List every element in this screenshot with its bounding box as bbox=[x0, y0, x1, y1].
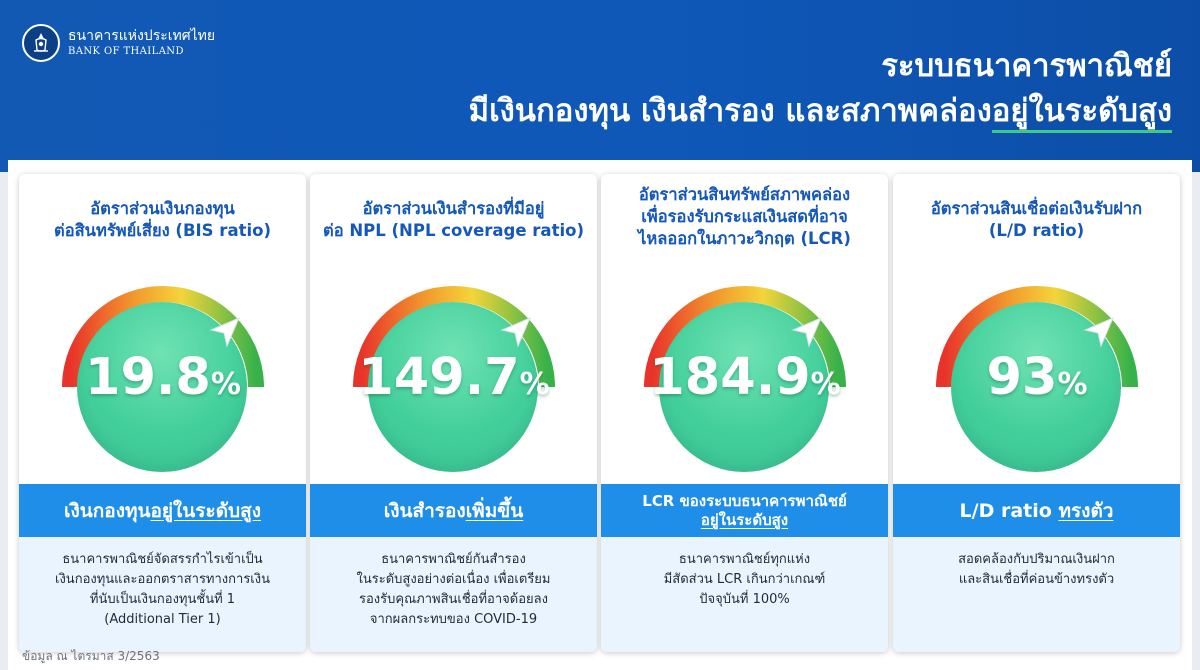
card-npl-coverage: อัตราส่วนเงินสำรองที่มีอยู่ ต่อ NPL (NPL… bbox=[310, 174, 597, 652]
desc-line: ธนาคารพาณิชย์ทุกแห่ง bbox=[678, 552, 811, 567]
banner-text: เงินกองทุน bbox=[64, 499, 151, 522]
pointer-arrow-icon bbox=[1083, 317, 1114, 348]
desc-background bbox=[601, 537, 888, 652]
card-title-line: (L/D ratio) bbox=[988, 221, 1085, 240]
page-title: ระบบธนาคารพาณิชย์ มีเงินกองทุน เงินสำรอง… bbox=[469, 44, 1172, 134]
card-lcr: อัตราส่วนสินทรัพย์สภาพคล่อง เพื่อรองรับก… bbox=[601, 174, 888, 652]
card-title: อัตราส่วนเงินกองทุน ต่อสินทรัพย์เสี่ยง (… bbox=[19, 198, 306, 242]
banner-emphasis: เพิ่มขึ้น bbox=[465, 499, 524, 522]
card-title-line: อัตราส่วนเงินกองทุน bbox=[90, 199, 235, 218]
card-title: อัตราส่วนสินทรัพย์สภาพคล่อง เพื่อรองรับก… bbox=[601, 184, 888, 250]
desc-line: ปัจจุบันที่ 100% bbox=[699, 592, 790, 607]
bot-logo: ธนาคารแห่งประเทศไทย BANK OF THAILAND bbox=[22, 24, 215, 62]
card-description: ธนาคารพาณิชย์กันสำรอง ในระดับสูงอย่างต่อ… bbox=[310, 550, 597, 630]
gauge: 19.8% bbox=[52, 272, 274, 494]
gauge-unit: % bbox=[210, 367, 241, 402]
gauge: 149.7% bbox=[343, 272, 565, 494]
title-line-1: ระบบธนาคารพาณิชย์ bbox=[881, 48, 1172, 84]
desc-line: ในระดับสูงอย่างต่อเนื่อง เพื่อเตรียม bbox=[356, 572, 551, 587]
bank-seal-icon bbox=[22, 24, 60, 62]
gauge-arc bbox=[62, 286, 264, 388]
card-title-line: ต่อ NPL (NPL coverage ratio) bbox=[322, 221, 584, 240]
gauge-arc bbox=[644, 286, 846, 388]
gauge-value: 93% bbox=[926, 348, 1148, 415]
pointer-arrow-icon bbox=[209, 317, 240, 348]
gauge-number: 149.7 bbox=[358, 348, 520, 407]
gauge-value: 19.8% bbox=[52, 348, 274, 415]
desc-background bbox=[893, 537, 1180, 652]
banner-text: เงินสำรอง bbox=[383, 499, 466, 522]
desc-line: สอดคล้องกับปริมาณเงินฝาก bbox=[958, 552, 1115, 567]
card-title-line: อัตราส่วนสินทรัพย์สภาพคล่อง bbox=[638, 185, 851, 204]
pointer-arrow-icon bbox=[791, 317, 822, 348]
gauge-arc bbox=[353, 286, 555, 388]
card-title-line: อัตราส่วนเงินสำรองที่มีอยู่ bbox=[362, 199, 545, 218]
card-title-line: ไหลออกในภาวะวิกฤต (LCR) bbox=[638, 229, 851, 248]
data-date-footnote: ข้อมูล ณ ไตรมาส 3/2563 bbox=[22, 649, 160, 663]
card-description: ธนาคารพาณิชย์ทุกแห่ง มีสัดส่วน LCR เกินก… bbox=[601, 550, 888, 610]
banner-text: LCR ของระบบธนาคารพาณิชย์ bbox=[642, 491, 847, 510]
card-title: อัตราส่วนเงินสำรองที่มีอยู่ ต่อ NPL (NPL… bbox=[310, 198, 597, 242]
banner-emphasis: อยู่ในระดับสูง bbox=[700, 510, 789, 529]
desc-line: จากผลกระทบของ COVID-19 bbox=[369, 612, 538, 627]
gauge-number: 184.9 bbox=[649, 348, 811, 407]
banner-text: L/D ratio bbox=[959, 499, 1059, 522]
gauge-number: 19.8 bbox=[85, 348, 211, 407]
card-bis-ratio: อัตราส่วนเงินกองทุน ต่อสินทรัพย์เสี่ยง (… bbox=[19, 174, 306, 652]
logo-english-text: BANK OF THAILAND bbox=[68, 46, 184, 57]
title-line-2: มีเงินกองทุน เงินสำรอง และสภาพคล่องอยู่ใ… bbox=[469, 88, 1172, 134]
desc-line: มีสัดส่วน LCR เกินกว่าเกณฑ์ bbox=[663, 572, 826, 587]
gauge: 184.9% bbox=[634, 272, 856, 494]
gauge-unit: % bbox=[810, 367, 841, 402]
desc-line: (Additional Tier 1) bbox=[104, 612, 221, 627]
desc-background bbox=[19, 537, 306, 652]
card-description: สอดคล้องกับปริมาณเงินฝาก และสินเชื่อที่ค… bbox=[893, 550, 1180, 590]
card-title-line: เพื่อรองรับกระแสเงินสดที่อาจ bbox=[641, 207, 848, 226]
card-title-line: ต่อสินทรัพย์เสี่ยง (BIS ratio) bbox=[53, 221, 271, 240]
banner-emphasis: ทรงตัว bbox=[1058, 499, 1114, 522]
card-banner: เงินกองทุนอยู่ในระดับสูง bbox=[19, 484, 306, 537]
desc-line: รองรับคุณภาพสินเชื่อที่อาจด้อยลง bbox=[359, 592, 548, 607]
card-banner: เงินสำรองเพิ่มขึ้น bbox=[310, 484, 597, 537]
title-line-2-prefix: มีเงินกองทุน เงินสำรอง และสภาพคล่อง bbox=[468, 93, 992, 129]
card-banner: LCR ของระบบธนาคารพาณิชย์ อยู่ในระดับสูง bbox=[601, 484, 888, 537]
card-banner: L/D ratio ทรงตัว bbox=[893, 484, 1180, 537]
gauge-value: 184.9% bbox=[634, 348, 856, 415]
desc-background bbox=[310, 537, 597, 652]
title-line-2-emphasis: อยู่ในระดับสูง bbox=[991, 93, 1172, 133]
gauge-unit: % bbox=[1057, 367, 1088, 402]
logo-thai-text: ธนาคารแห่งประเทศไทย bbox=[68, 28, 216, 44]
desc-line: เงินกองทุนและออกตราสารทางการเงิน bbox=[55, 572, 270, 587]
desc-line: ธนาคารพาณิชย์จัดสรรกำไรเข้าเป็น bbox=[62, 552, 263, 567]
banner-emphasis: อยู่ในระดับสูง bbox=[150, 499, 261, 522]
card-title: อัตราส่วนสินเชื่อต่อเงินรับฝาก (L/D rati… bbox=[893, 198, 1180, 242]
pointer-arrow-icon bbox=[500, 317, 531, 348]
card-ld-ratio: อัตราส่วนสินเชื่อต่อเงินรับฝาก (L/D rati… bbox=[893, 174, 1180, 652]
gauge: 93% bbox=[926, 272, 1148, 494]
gauge-arc bbox=[936, 286, 1138, 388]
gauge-value: 149.7% bbox=[343, 348, 565, 415]
card-title-line: อัตราส่วนสินเชื่อต่อเงินรับฝาก bbox=[930, 199, 1143, 218]
card-description: ธนาคารพาณิชย์จัดสรรกำไรเข้าเป็น เงินกองท… bbox=[19, 550, 306, 630]
desc-line: ธนาคารพาณิชย์กันสำรอง bbox=[381, 552, 526, 567]
desc-line: ที่นับเป็นเงินกองทุนชั้นที่ 1 bbox=[89, 592, 236, 607]
desc-line: และสินเชื่อที่ค่อนข้างทรงตัว bbox=[958, 572, 1115, 587]
gauge-unit: % bbox=[519, 367, 550, 402]
header-bar: ธนาคารแห่งประเทศไทย BANK OF THAILAND ระบ… bbox=[0, 0, 1200, 172]
gauge-number: 93 bbox=[986, 348, 1058, 407]
